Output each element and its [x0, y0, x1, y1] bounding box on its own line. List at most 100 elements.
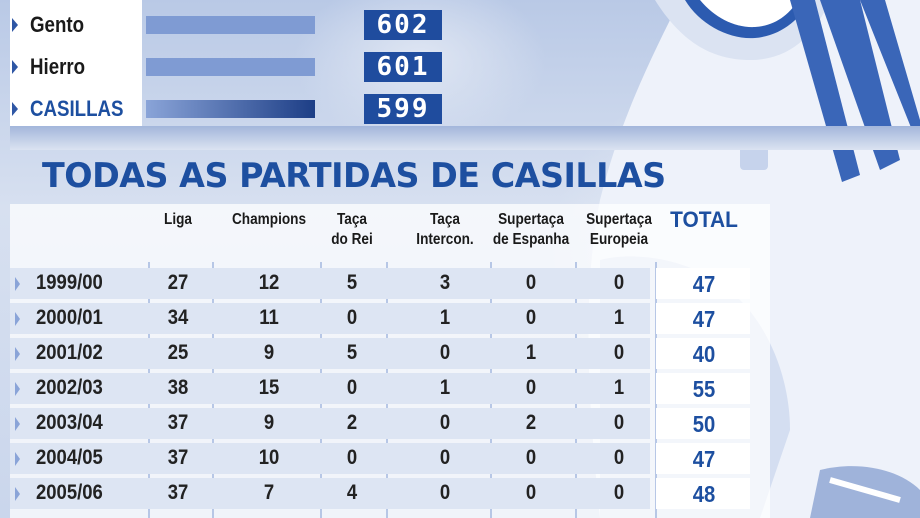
column-header-line: Liga	[164, 211, 192, 228]
arrow-icon	[15, 277, 20, 291]
season-cell: 2002/03	[36, 376, 103, 399]
value-cell: 0	[525, 271, 537, 294]
value-cell: 0	[439, 481, 451, 504]
season-cell: 2004/05	[36, 446, 103, 469]
value-cell: 0	[613, 341, 625, 364]
table-row: 2005/06 37 7 4 0 0 0 48	[10, 478, 770, 510]
table-row: 2004/05 37 10 0 0 0 0 47	[10, 443, 770, 475]
ranking-bar-track	[146, 58, 318, 76]
row-stripe	[10, 303, 650, 334]
column-header-line: Intercon.	[416, 231, 474, 248]
value-cell: 0	[613, 411, 625, 434]
value-cell: 0	[439, 341, 451, 364]
total-cell: 48	[692, 481, 716, 507]
value-cell: 34	[167, 306, 189, 329]
total-cell: 47	[692, 446, 716, 472]
value-cell: 0	[613, 481, 625, 504]
value-cell: 2	[346, 411, 358, 434]
value-cell: 0	[525, 376, 537, 399]
ranking-bar	[146, 16, 315, 34]
column-header: Supertaça Europeia	[572, 210, 666, 250]
row-stripe	[10, 373, 650, 404]
column-header: Supertaça de Espanha	[484, 210, 578, 250]
value-cell: 1	[439, 376, 451, 399]
table-row: 1999/00 27 12 5 3 0 0 47	[10, 268, 770, 300]
column-header-line: Supertaça	[586, 211, 652, 228]
column-header-line: do Rei	[331, 231, 373, 248]
column-header-line: Taça	[337, 211, 367, 228]
season-cell: 2001/02	[36, 341, 103, 364]
ranking-bar	[146, 100, 315, 118]
value-cell: 0	[346, 446, 358, 469]
value-cell: 11	[259, 306, 279, 329]
total-cell-background	[656, 443, 750, 474]
value-cell: 37	[167, 446, 189, 469]
ranking-value: 601	[364, 52, 442, 82]
arrow-icon	[15, 312, 20, 326]
arrow-icon	[12, 102, 18, 116]
value-cell: 25	[167, 341, 189, 364]
ranking-name: CASILLAS	[30, 96, 124, 121]
ranking-bar-track	[146, 16, 318, 34]
row-stripe	[10, 408, 650, 439]
row-stripe	[10, 478, 650, 509]
ranking-name: Hierro	[30, 54, 86, 79]
table-row: 2000/01 34 11 0 1 0 1 47	[10, 303, 770, 335]
value-cell: 0	[346, 376, 358, 399]
column-header-line: Champions	[231, 211, 307, 228]
total-cell-background	[656, 478, 750, 509]
column-header-line: Taça	[430, 211, 460, 228]
ranking-bar-track	[146, 100, 318, 118]
value-cell: 2	[525, 411, 537, 434]
total-cell: 55	[692, 376, 716, 402]
arrow-icon	[15, 417, 20, 431]
total-cell: 50	[692, 411, 716, 437]
value-cell: 3	[439, 271, 451, 294]
table-row: 2001/02 25 9 5 0 1 0 40	[10, 338, 770, 370]
value-cell: 4	[346, 481, 358, 504]
arrow-icon	[12, 60, 18, 74]
season-cell: 2003/04	[36, 411, 103, 434]
column-header-line: TOTAL	[670, 207, 738, 232]
value-cell: 0	[525, 306, 537, 329]
table-title: TODAS AS PARTIDAS DE CASILLAS	[42, 156, 666, 196]
column-header-line: Europeia	[589, 231, 649, 248]
value-cell: 7	[263, 481, 275, 504]
total-cell-background	[656, 303, 750, 334]
ranking-value: 599	[364, 94, 442, 124]
column-header-line: de Espanha	[492, 231, 570, 248]
arrow-icon	[12, 18, 18, 32]
value-cell: 15	[258, 376, 280, 399]
value-cell: 9	[263, 341, 275, 364]
ranking-name: Gento	[30, 12, 85, 37]
arrow-icon	[15, 452, 20, 466]
column-header: Champions	[222, 210, 316, 230]
total-cell-background	[656, 338, 750, 369]
arrow-icon	[15, 487, 20, 501]
value-cell: 0	[525, 481, 537, 504]
value-cell: 0	[439, 446, 451, 469]
season-cell: 1999/00	[36, 271, 103, 294]
arrow-icon	[15, 382, 20, 396]
value-cell: 0	[525, 446, 537, 469]
value-cell: 1	[525, 341, 537, 364]
column-header: Taça do Rei	[305, 210, 399, 250]
value-cell: 38	[167, 376, 189, 399]
row-stripe	[10, 443, 650, 474]
ranking-value: 602	[364, 10, 442, 40]
total-cell: 47	[692, 306, 716, 332]
value-cell: 9	[263, 411, 275, 434]
value-cell: 0	[346, 306, 358, 329]
arrow-icon	[15, 347, 20, 361]
season-cell: 2005/06	[36, 481, 103, 504]
column-header: Taça Intercon.	[398, 210, 492, 250]
value-cell: 5	[346, 271, 358, 294]
total-cell-background	[656, 408, 750, 439]
value-cell: 10	[258, 446, 280, 469]
value-cell: 12	[258, 271, 280, 294]
value-cell: 0	[439, 411, 451, 434]
table-row: 2002/03 38 15 0 1 0 1 55	[10, 373, 770, 405]
table-row: 2003/04 37 9 2 0 2 0 50	[10, 408, 770, 440]
column-header-line: Supertaça	[498, 211, 564, 228]
total-cell-background	[656, 373, 750, 404]
